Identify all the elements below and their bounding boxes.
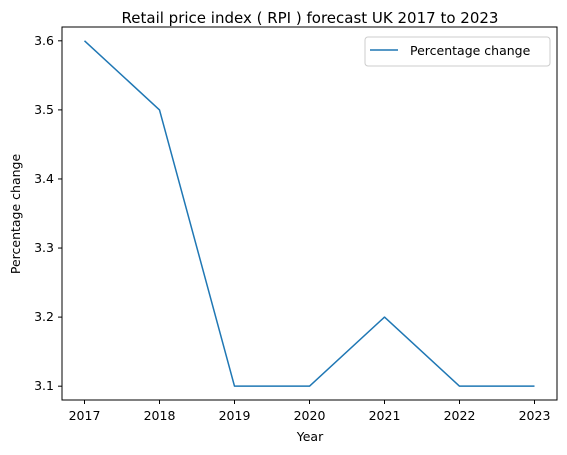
x-tick-label: 2020 [294, 408, 326, 423]
x-tick-label: 2019 [219, 408, 251, 423]
y-tick-label: 3.3 [34, 240, 54, 255]
x-tick-label: 2021 [369, 408, 401, 423]
x-tick-label: 2018 [144, 408, 176, 423]
x-tick-label: 2022 [444, 408, 476, 423]
y-tick-label: 3.1 [34, 378, 54, 393]
legend-box [364, 36, 551, 67]
legend: Percentage change [364, 36, 551, 67]
x-axis: 2017 2018 2019 2020 2021 2022 2023 [69, 400, 551, 423]
chart-title: Retail price index ( RPI ) forecast UK 2… [122, 9, 499, 27]
legend-label: Percentage change [410, 43, 531, 58]
plot-area [83, 40, 535, 387]
y-tick-label: 3.5 [34, 102, 54, 117]
x-tick-label: 2017 [69, 408, 101, 423]
x-axis-label: Year [296, 429, 324, 444]
y-tick-label: 3.6 [34, 33, 54, 48]
y-tick-label: 3.2 [34, 309, 54, 324]
y-axis: 3.1 3.2 3.3 3.4 3.5 3.6 [34, 33, 62, 393]
y-tick-label: 3.4 [34, 171, 54, 186]
x-tick-label: 2023 [519, 408, 551, 423]
y-axis-label: Percentage change [8, 154, 23, 275]
